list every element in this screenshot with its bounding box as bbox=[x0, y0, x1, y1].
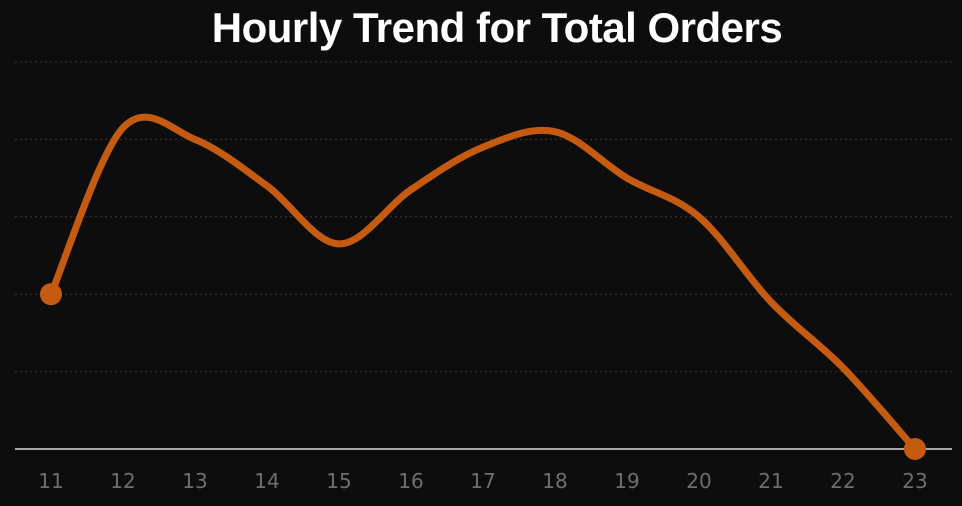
chart-title: Hourly Trend for Total Orders bbox=[211, 4, 783, 51]
x-tick-label: 17 bbox=[470, 469, 495, 493]
series-start-marker bbox=[40, 283, 62, 306]
x-tick-label: 15 bbox=[326, 469, 351, 493]
x-tick-label: 16 bbox=[398, 469, 423, 493]
x-tick-label: 22 bbox=[830, 469, 855, 493]
x-tick-label: 18 bbox=[542, 469, 567, 493]
x-tick-label: 19 bbox=[614, 469, 639, 493]
series-end-marker bbox=[904, 438, 926, 460]
x-tick-label: 21 bbox=[758, 469, 783, 493]
gridlines bbox=[15, 61, 952, 373]
x-tick-label: 12 bbox=[110, 469, 135, 493]
x-tick-label: 11 bbox=[38, 469, 63, 493]
x-tick-label: 20 bbox=[686, 469, 711, 493]
x-tick-label: 23 bbox=[902, 469, 927, 493]
x-tick-label: 13 bbox=[182, 469, 207, 493]
x-tick-label: 14 bbox=[254, 469, 279, 493]
x-tick-labels: 11 12 13 14 15 16 17 18 19 20 21 22 23 bbox=[38, 469, 927, 493]
series-markers bbox=[40, 283, 926, 460]
series-line bbox=[47, 113, 919, 453]
